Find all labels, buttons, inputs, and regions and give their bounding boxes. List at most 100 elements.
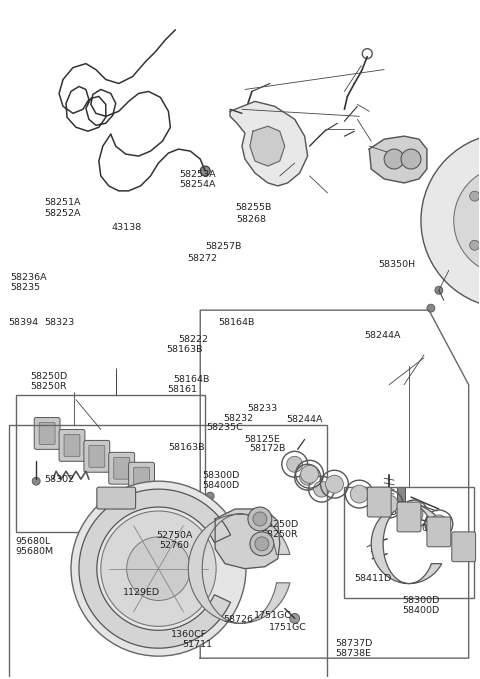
Text: 51711: 51711 [183,640,213,649]
Text: 52750A: 52750A [156,530,193,540]
FancyBboxPatch shape [397,502,421,532]
Text: 43138: 43138 [111,223,142,232]
Circle shape [250,532,274,555]
Text: 58172B: 58172B [250,444,286,453]
Text: 95680L: 95680L [16,537,51,547]
FancyBboxPatch shape [114,458,130,479]
Text: 58268: 58268 [237,215,267,224]
Circle shape [71,481,246,656]
Text: 58161: 58161 [168,385,197,394]
Circle shape [290,613,300,623]
Text: 58323: 58323 [44,318,74,327]
Text: 58251A: 58251A [44,198,81,207]
Circle shape [405,505,423,523]
Text: 58300D: 58300D [202,471,239,480]
FancyBboxPatch shape [427,517,451,547]
Circle shape [200,166,210,176]
Circle shape [248,507,272,531]
Text: 58244A: 58244A [364,331,401,340]
Text: 58235: 58235 [10,282,40,292]
Text: 58411D: 58411D [355,574,392,583]
Circle shape [350,485,368,503]
Circle shape [255,537,269,551]
Text: 58254A: 58254A [179,180,216,189]
Text: 58302: 58302 [44,475,74,484]
Text: 1360CF: 1360CF [171,630,207,639]
Circle shape [470,191,480,201]
Polygon shape [230,101,308,186]
Circle shape [380,495,398,513]
Text: 1129ED: 1129ED [123,588,160,597]
Bar [9,424,327,678]
Text: 58257B: 58257B [205,242,242,251]
Text: 58414: 58414 [390,509,420,517]
FancyBboxPatch shape [109,452,134,484]
Text: 1751GC: 1751GC [254,611,292,620]
Polygon shape [188,514,290,623]
Text: 58253A: 58253A [179,170,216,179]
Circle shape [221,593,229,600]
Text: 58164B: 58164B [173,375,210,384]
Bar [397,487,405,501]
Text: 58163B: 58163B [166,345,203,354]
Text: 58400D: 58400D [402,606,440,615]
Polygon shape [371,504,442,583]
Text: 58250R: 58250R [262,530,298,539]
Text: 58164B: 58164B [218,318,255,327]
Circle shape [421,133,480,308]
Text: 58394: 58394 [9,318,39,327]
Circle shape [287,456,302,472]
Circle shape [313,481,329,497]
Text: 1220FS: 1220FS [405,524,440,533]
Text: 58350H: 58350H [378,260,416,269]
FancyBboxPatch shape [64,435,80,456]
FancyBboxPatch shape [89,445,105,467]
Text: 58272: 58272 [188,254,217,263]
Text: 58244A: 58244A [287,415,323,424]
Text: 58255B: 58255B [235,203,272,212]
Text: 58250D: 58250D [262,519,299,529]
Circle shape [435,287,443,294]
Text: 58235C: 58235C [206,423,243,433]
Text: 58232: 58232 [223,414,253,423]
FancyBboxPatch shape [97,487,136,509]
Text: 52760: 52760 [159,540,189,550]
Circle shape [253,512,267,526]
Text: 58125E: 58125E [245,435,281,443]
Polygon shape [369,136,427,183]
Circle shape [201,598,209,606]
Text: 58236A: 58236A [10,273,47,282]
Circle shape [101,511,216,626]
Text: 58738E: 58738E [336,648,372,658]
Circle shape [470,240,480,250]
FancyBboxPatch shape [452,532,476,562]
Text: 58300D: 58300D [402,596,440,605]
FancyBboxPatch shape [59,430,85,461]
FancyBboxPatch shape [129,462,155,494]
FancyBboxPatch shape [34,418,60,449]
Circle shape [454,166,480,276]
Text: 58250D: 58250D [30,372,67,381]
Text: 58737D: 58737D [336,639,373,648]
Circle shape [300,469,315,485]
Text: 58163B: 58163B [168,443,205,452]
Text: 58400D: 58400D [202,481,239,490]
Bar [16,394,205,532]
Polygon shape [215,509,280,569]
Circle shape [32,477,40,485]
FancyBboxPatch shape [133,467,150,489]
Text: 58252A: 58252A [44,208,81,217]
Circle shape [300,465,319,483]
Text: 58233: 58233 [247,404,277,414]
Text: 58726: 58726 [223,615,253,624]
Circle shape [127,537,190,600]
Text: 1751GC: 1751GC [269,623,307,632]
Bar [344,487,474,598]
Circle shape [401,149,421,169]
FancyBboxPatch shape [84,441,110,472]
Circle shape [206,492,214,500]
Text: 58250R: 58250R [30,382,67,391]
FancyBboxPatch shape [367,487,391,517]
FancyBboxPatch shape [39,422,55,444]
Circle shape [384,149,404,169]
